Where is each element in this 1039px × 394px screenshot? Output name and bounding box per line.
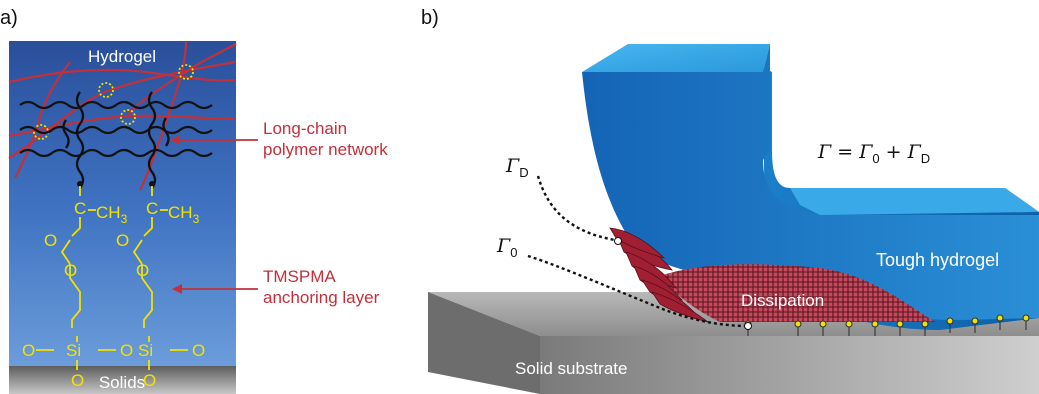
- svg-text:anchoring layer: anchoring layer: [263, 288, 380, 307]
- hydrogel-shelf-top: [790, 188, 1039, 215]
- svg-text:C: C: [146, 199, 158, 218]
- svg-text:O: O: [116, 231, 129, 250]
- svg-text:O: O: [22, 341, 35, 360]
- solids-label: Solids: [99, 373, 145, 392]
- svg-text:Si: Si: [138, 341, 153, 360]
- gamma-d-label: ΓD: [505, 155, 529, 180]
- energy-equation: Γ = Γ0 + ΓD: [817, 141, 930, 166]
- svg-text:polymer network: polymer network: [263, 140, 388, 159]
- gamma-d-point: [615, 238, 622, 245]
- svg-text:C: C: [74, 199, 86, 218]
- panel-b-label: b): [421, 7, 439, 29]
- svg-text:O: O: [143, 371, 156, 390]
- panel-a-label: a): [0, 7, 18, 29]
- svg-text:Si: Si: [66, 341, 81, 360]
- svg-text:Long-chain: Long-chain: [263, 119, 347, 138]
- panel-a-diagram: Hydrogel Solids: [9, 41, 236, 394]
- svg-text:O: O: [44, 231, 57, 250]
- gamma-0-label: Γ0: [496, 235, 517, 260]
- panel-b-diagram: [428, 44, 1039, 394]
- tough-hydrogel-label: Tough hydrogel: [876, 250, 999, 270]
- solid-substrate-label: Solid substrate: [515, 359, 627, 378]
- svg-text:O: O: [120, 341, 133, 360]
- gamma-0-point: [745, 323, 752, 330]
- dissipation-label: Dissipation: [741, 291, 824, 310]
- hydrogel-background: [9, 41, 236, 378]
- svg-text:O: O: [64, 261, 77, 280]
- svg-text:O: O: [136, 261, 149, 280]
- svg-text:O: O: [192, 341, 205, 360]
- hydrogel-top-label: Hydrogel: [88, 47, 156, 66]
- svg-text:O: O: [71, 371, 84, 390]
- svg-text:TMSPMA: TMSPMA: [263, 267, 336, 286]
